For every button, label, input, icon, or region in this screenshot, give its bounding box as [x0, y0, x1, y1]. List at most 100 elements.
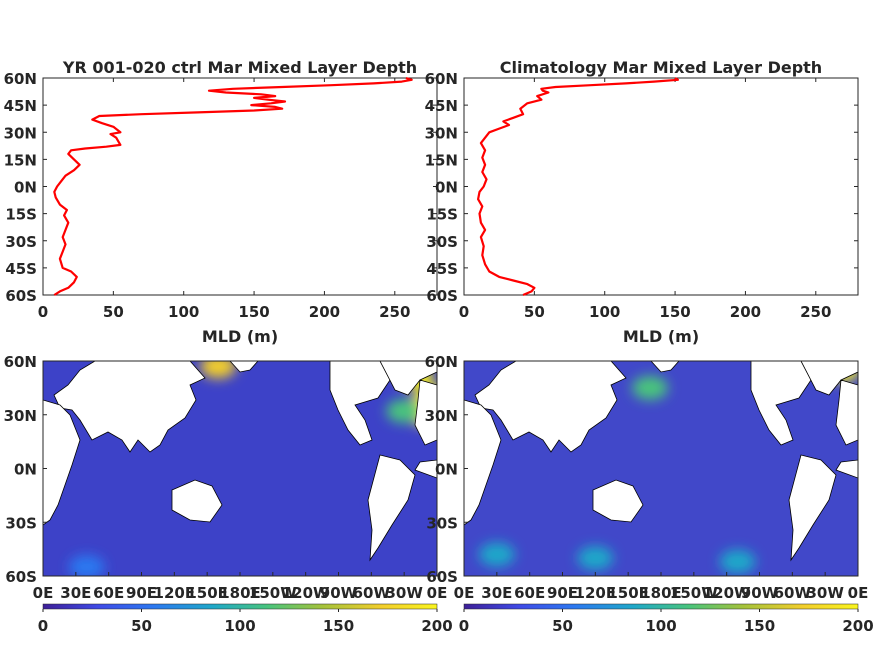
y-tick-label: 45S — [5, 260, 37, 278]
lon-tick-label: 60W — [774, 584, 812, 602]
x-axis-label: MLD (m) — [623, 327, 699, 346]
continents — [43, 361, 437, 562]
lon-tick-label: 60W — [353, 584, 391, 602]
x-axis-label: MLD (m) — [202, 327, 278, 346]
lon-tick-label: 150W — [249, 584, 297, 602]
y-tick-label: 15S — [5, 206, 37, 224]
x-tick-label: 200 — [309, 303, 340, 321]
mld-hotspot — [68, 555, 105, 576]
plot-frame — [42, 77, 438, 296]
lon-tick-label: 30W — [385, 584, 423, 602]
lon-tick-label: 90W — [741, 584, 779, 602]
colorbar-tick-label: 200 — [421, 617, 452, 635]
lon-tick-label: 120W — [703, 584, 751, 602]
y-tick-label: 15S — [426, 206, 458, 224]
lon-tick-label: 120E — [154, 584, 196, 602]
x-tick-label: 200 — [730, 303, 761, 321]
y-tick-label: 60N — [425, 70, 458, 88]
mld-hotspot — [200, 361, 237, 379]
lat-tick-label: 30N — [4, 407, 37, 425]
x-tick-label: 100 — [589, 303, 620, 321]
lon-tick-label: 150E — [607, 584, 649, 602]
x-tick-label: 0 — [459, 303, 469, 321]
colorbar-tick-label: 150 — [744, 617, 775, 635]
x-tick-label: 250 — [800, 303, 831, 321]
lon-tick-label: 90E — [547, 584, 578, 602]
lon-tick-label: 150E — [186, 584, 228, 602]
lon-tick-label: 90W — [320, 584, 358, 602]
colorbar-tick-label: 100 — [645, 617, 676, 635]
lon-tick-label: 0E — [427, 584, 448, 602]
y-tick-label: 45S — [426, 260, 458, 278]
lon-tick-label: 60E — [93, 584, 124, 602]
y-tick-label: 0N — [435, 179, 458, 197]
colorbar — [463, 603, 859, 610]
lat-tick-label: 60N — [4, 353, 37, 371]
lon-tick-label: 30E — [481, 584, 512, 602]
plot-frame — [463, 77, 859, 296]
y-tick-label: 15N — [4, 151, 37, 169]
mld-map-ctrl: 0E 30E 60E 90E120E150E180E150W120W90W60W30W… — [4, 353, 453, 635]
colorbar-tick-label: 150 — [323, 617, 354, 635]
colorbar-tick-label: 0 — [459, 617, 469, 635]
y-tick-label: 30N — [4, 124, 37, 142]
colorbar-tick-label: 100 — [224, 617, 255, 635]
mld-hotspot — [577, 546, 614, 571]
lon-tick-label: 0E — [33, 584, 54, 602]
mld-hotspot — [719, 549, 756, 574]
lon-tick-label: 150W — [670, 584, 718, 602]
lon-tick-label: 120W — [282, 584, 330, 602]
mld-hotspot — [386, 399, 423, 424]
colorbar-tick-label: 50 — [552, 617, 573, 635]
lon-tick-label: 30W — [806, 584, 844, 602]
mld-hotspot — [478, 542, 515, 567]
colorbar-tick-label: 0 — [38, 617, 48, 635]
y-tick-label: 45N — [425, 97, 458, 115]
mld-map-climatology: 0E 30E 60E 90E120E150E180E150W120W90W60W30W… — [425, 353, 874, 635]
profile-chart-climatology: Climatology Mar Mixed Layer Depth 0 50 100… — [425, 58, 859, 346]
x-tick-label: 100 — [168, 303, 199, 321]
lat-tick-label: 0N — [435, 461, 458, 479]
y-tick-label: 30S — [5, 233, 37, 251]
y-tick-label: 60N — [4, 70, 37, 88]
lat-tick-label: 60S — [5, 568, 37, 586]
continents — [464, 361, 858, 562]
lat-tick-label: 60N — [425, 353, 458, 371]
chart-title: Climatology Mar Mixed Layer Depth — [500, 58, 822, 77]
series-line — [477, 77, 680, 297]
lon-tick-label: 180E — [219, 584, 261, 602]
y-tick-label: 0N — [14, 179, 37, 197]
x-tick-label: 50 — [103, 303, 124, 321]
x-tick-label: 0 — [38, 303, 48, 321]
y-tick-label: 30S — [426, 233, 458, 251]
y-tick-label: 15N — [425, 151, 458, 169]
x-tick-label: 250 — [379, 303, 410, 321]
lat-tick-label: 30S — [426, 514, 458, 532]
lat-tick-label: 30N — [425, 407, 458, 425]
colorbar — [42, 603, 438, 610]
lon-tick-label: 30E — [60, 584, 91, 602]
lon-tick-label: 0E — [848, 584, 869, 602]
y-tick-label: 30N — [425, 124, 458, 142]
profile-chart-ctrl: YR 001-020 ctrl Mar Mixed Layer Depth 0 5… — [4, 58, 438, 346]
x-tick-label: 150 — [238, 303, 269, 321]
lon-tick-label: 120E — [575, 584, 617, 602]
lon-tick-label: 60E — [514, 584, 545, 602]
lon-tick-label: 0E — [454, 584, 475, 602]
lon-tick-label: 90E — [126, 584, 157, 602]
y-tick-label: 45N — [4, 97, 37, 115]
mld-hotspot — [632, 375, 669, 400]
x-tick-label: 50 — [524, 303, 545, 321]
lon-tick-label: 180E — [640, 584, 682, 602]
colorbar-tick-label: 50 — [131, 617, 152, 635]
colorbar-tick-label: 200 — [842, 617, 873, 635]
chart-title: YR 001-020 ctrl Mar Mixed Layer Depth — [62, 58, 417, 77]
lat-tick-label: 60S — [426, 568, 458, 586]
lat-tick-label: 0N — [14, 461, 37, 479]
series-line — [53, 76, 413, 296]
lat-tick-label: 30S — [5, 514, 37, 532]
y-tick-label: 60S — [5, 287, 37, 305]
x-tick-label: 150 — [659, 303, 690, 321]
y-tick-label: 60S — [426, 287, 458, 305]
